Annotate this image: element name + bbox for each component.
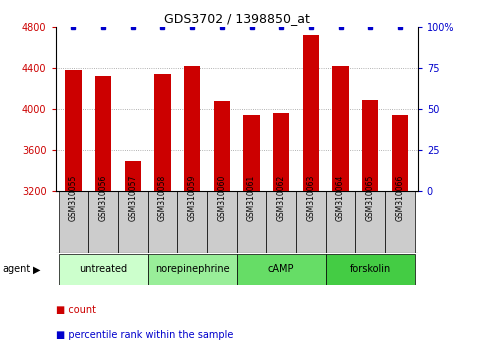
Text: untreated: untreated	[79, 264, 127, 274]
Text: GSM310060: GSM310060	[217, 175, 227, 221]
Bar	[273, 113, 289, 191]
Bar	[88, 191, 118, 253]
Bar	[65, 70, 82, 191]
Title: GDS3702 / 1398850_at: GDS3702 / 1398850_at	[164, 12, 310, 25]
Text: forskolin: forskolin	[350, 264, 391, 274]
Text: GSM310066: GSM310066	[396, 175, 404, 221]
Text: GSM310065: GSM310065	[366, 175, 375, 221]
Bar	[184, 65, 200, 191]
Bar	[207, 191, 237, 253]
Bar	[355, 191, 385, 253]
Text: GSM310064: GSM310064	[336, 175, 345, 221]
Bar	[362, 99, 379, 191]
Bar	[154, 74, 170, 191]
Bar	[243, 115, 260, 191]
Bar	[303, 35, 319, 191]
Text: GSM310063: GSM310063	[306, 175, 315, 221]
Text: agent: agent	[2, 264, 30, 274]
Text: GSM310056: GSM310056	[99, 175, 108, 221]
Bar	[392, 115, 408, 191]
Bar	[125, 161, 141, 191]
Text: GSM310057: GSM310057	[128, 175, 137, 221]
Bar	[385, 191, 415, 253]
Bar	[58, 191, 88, 253]
Bar	[237, 191, 266, 253]
Bar	[118, 191, 148, 253]
Text: GSM310055: GSM310055	[69, 175, 78, 221]
Text: GSM310059: GSM310059	[187, 175, 197, 221]
Bar	[266, 191, 296, 253]
Text: GSM310062: GSM310062	[277, 175, 286, 221]
Text: GSM310061: GSM310061	[247, 175, 256, 221]
Text: ■ percentile rank within the sample: ■ percentile rank within the sample	[56, 330, 233, 339]
Bar	[326, 254, 415, 285]
Bar	[148, 254, 237, 285]
Bar	[237, 254, 326, 285]
Bar	[332, 65, 349, 191]
Bar	[213, 101, 230, 191]
Text: cAMP: cAMP	[268, 264, 295, 274]
Bar	[296, 191, 326, 253]
Bar	[58, 254, 148, 285]
Text: norepinephrine: norepinephrine	[155, 264, 229, 274]
Bar	[177, 191, 207, 253]
Bar	[95, 76, 111, 191]
Bar	[148, 191, 177, 253]
Bar	[326, 191, 355, 253]
Text: ■ count: ■ count	[56, 305, 96, 315]
Text: ▶: ▶	[33, 264, 41, 274]
Text: GSM310058: GSM310058	[158, 175, 167, 221]
